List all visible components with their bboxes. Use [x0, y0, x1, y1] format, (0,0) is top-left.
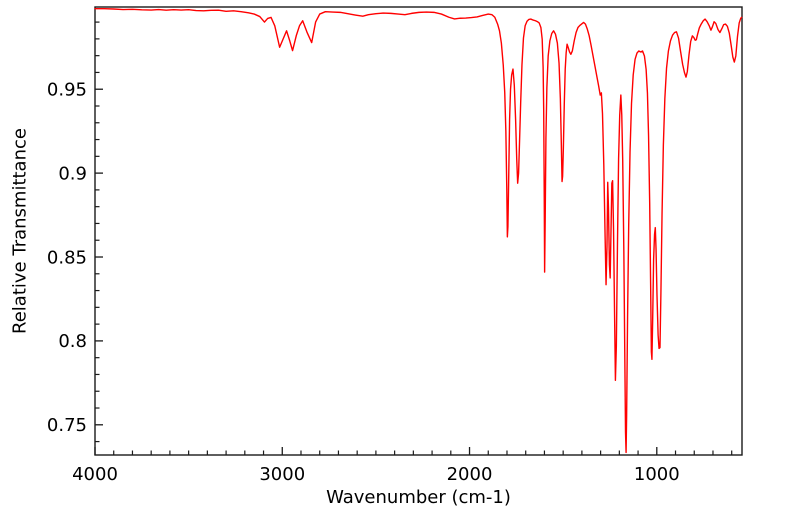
y-tick-label: 0.9: [58, 163, 87, 184]
y-axis-label: Relative Transmittance: [9, 128, 31, 334]
spectrum-line: [94, 7, 743, 454]
y-tick-label: 0.85: [47, 247, 87, 268]
y-tick-label: 0.95: [47, 80, 87, 101]
y-tick-label: 0.75: [47, 415, 87, 436]
x-axis-label: Wavenumber (cm-1): [326, 487, 511, 508]
plot-frame: [94, 6, 743, 456]
x-tick-label: 1000: [634, 464, 680, 485]
x-tick-label: 3000: [259, 464, 305, 485]
x-tick-label: 4000: [72, 464, 118, 485]
x-tick-label: 2000: [447, 464, 493, 485]
y-tick-label: 0.8: [58, 331, 87, 352]
